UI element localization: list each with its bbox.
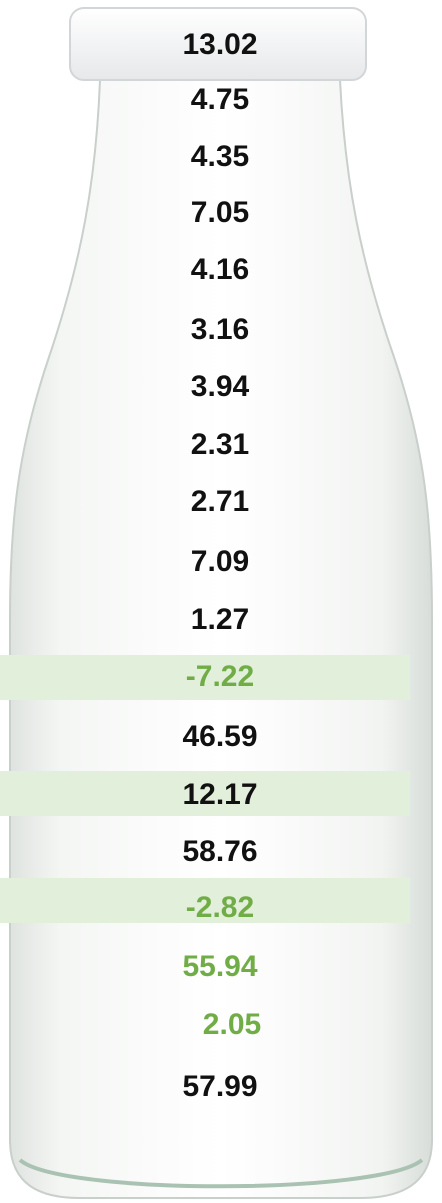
- bottle-cap: [69, 7, 367, 81]
- value: 4.35: [190, 140, 250, 173]
- value: 1.27: [190, 603, 250, 636]
- value: 7.09: [190, 545, 250, 578]
- value: 57.99: [182, 1070, 258, 1103]
- highlight-band: [0, 771, 410, 816]
- value: 7.05: [190, 196, 250, 229]
- value: 2.31: [190, 428, 250, 461]
- value: 3.94: [190, 370, 250, 403]
- value: 13.02: [182, 28, 258, 61]
- highlight-band: [0, 878, 410, 923]
- value: 2.05: [202, 1008, 262, 1041]
- value: -7.22: [185, 660, 255, 693]
- bottle-base: [18, 1158, 424, 1189]
- value: -2.82: [185, 891, 255, 924]
- value: 3.16: [190, 313, 250, 346]
- value: 2.71: [190, 485, 250, 518]
- value: 55.94: [182, 950, 258, 983]
- value: 58.76: [182, 835, 258, 868]
- value: 4.16: [190, 253, 250, 286]
- value: 12.17: [182, 778, 258, 811]
- highlight-band: [0, 655, 410, 700]
- value: 4.75: [190, 83, 250, 116]
- value: 46.59: [182, 720, 258, 753]
